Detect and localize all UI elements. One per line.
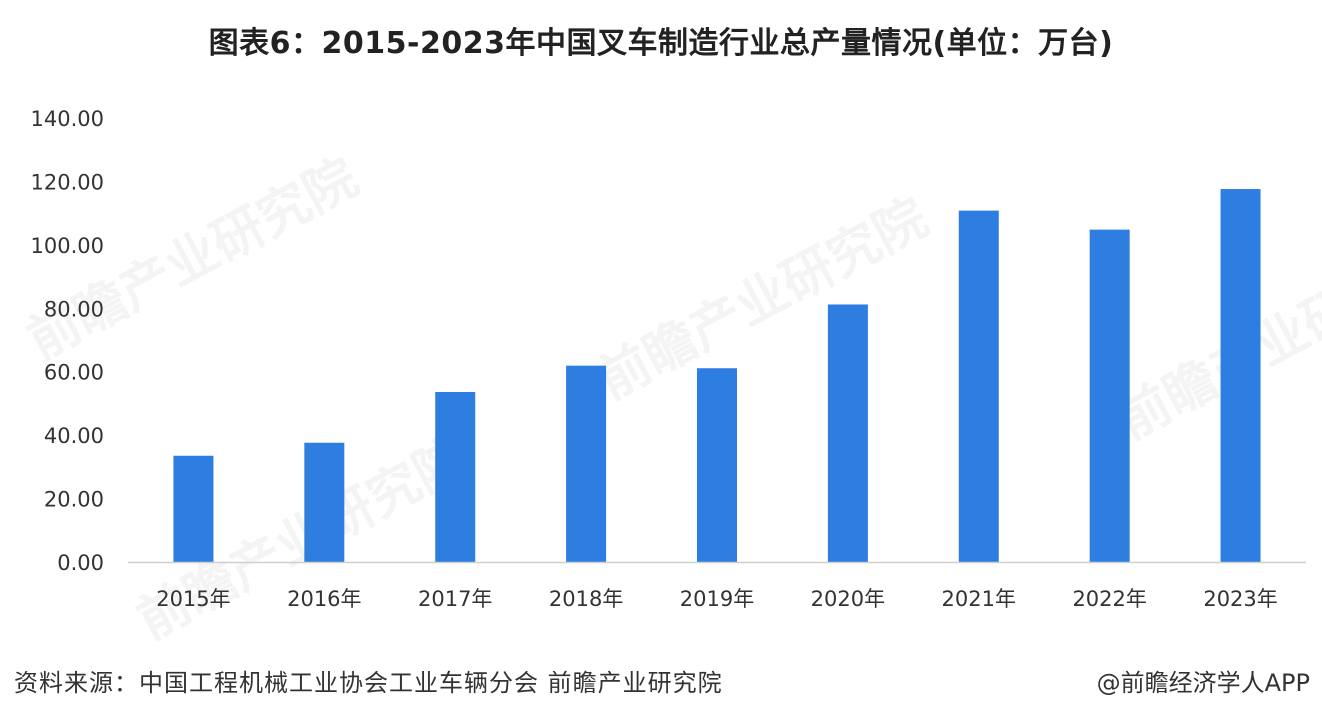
x-axis-ticks: 2015年 2016年 2017年 2018年 2019年 2020年 2021年 2022年… <box>156 587 1278 611</box>
credit-note: @前瞻经济学人APP <box>1096 669 1310 697</box>
chart-title: 图表6：2015-2023年中国叉车制造行业总产量情况(单位：万台) <box>208 26 1114 61</box>
bar-2015年 <box>173 455 214 562</box>
watermark-text: 前瞻产业研究院 <box>588 188 938 412</box>
bar-2018年 <box>566 365 607 562</box>
x-tick-label: 2015年 <box>156 587 230 611</box>
y-tick-label: 80.00 <box>44 297 104 321</box>
y-tick-label: 20.00 <box>44 488 104 512</box>
x-tick-label: 2023年 <box>1203 587 1277 611</box>
x-tick-label: 2020年 <box>811 587 885 611</box>
y-tick-label: 60.00 <box>44 361 104 385</box>
bar-2017年 <box>435 392 476 562</box>
x-tick-label: 2017年 <box>418 587 492 611</box>
bar-2022年 <box>1089 229 1130 563</box>
bar-2023年 <box>1220 189 1261 563</box>
bars <box>173 189 1261 563</box>
bar-2021年 <box>958 210 999 562</box>
x-tick-label: 2021年 <box>942 587 1016 611</box>
y-tick-label: 100.00 <box>31 234 104 258</box>
source-note: 资料来源：中国工程机械工业协会工业车辆分会 前瞻产业研究院 <box>14 669 723 697</box>
bar-2020年 <box>827 304 868 562</box>
bar-2019年 <box>697 368 737 562</box>
y-axis-ticks: 0.00 20.00 40.00 60.00 80.00 100.00 120.00 140.… <box>31 107 104 575</box>
x-tick-label: 2022年 <box>1072 587 1146 611</box>
x-tick-label: 2019年 <box>680 587 754 611</box>
y-tick-label: 40.00 <box>44 424 104 448</box>
x-tick-label: 2018年 <box>549 587 623 611</box>
y-tick-label: 120.00 <box>31 170 104 194</box>
y-tick-label: 140.00 <box>31 107 104 131</box>
watermark-text: 前瞻产业研究院 <box>1108 228 1322 452</box>
bar-2016年 <box>304 442 345 562</box>
x-tick-label: 2016年 <box>287 587 361 611</box>
y-tick-label: 0.00 <box>57 551 104 575</box>
